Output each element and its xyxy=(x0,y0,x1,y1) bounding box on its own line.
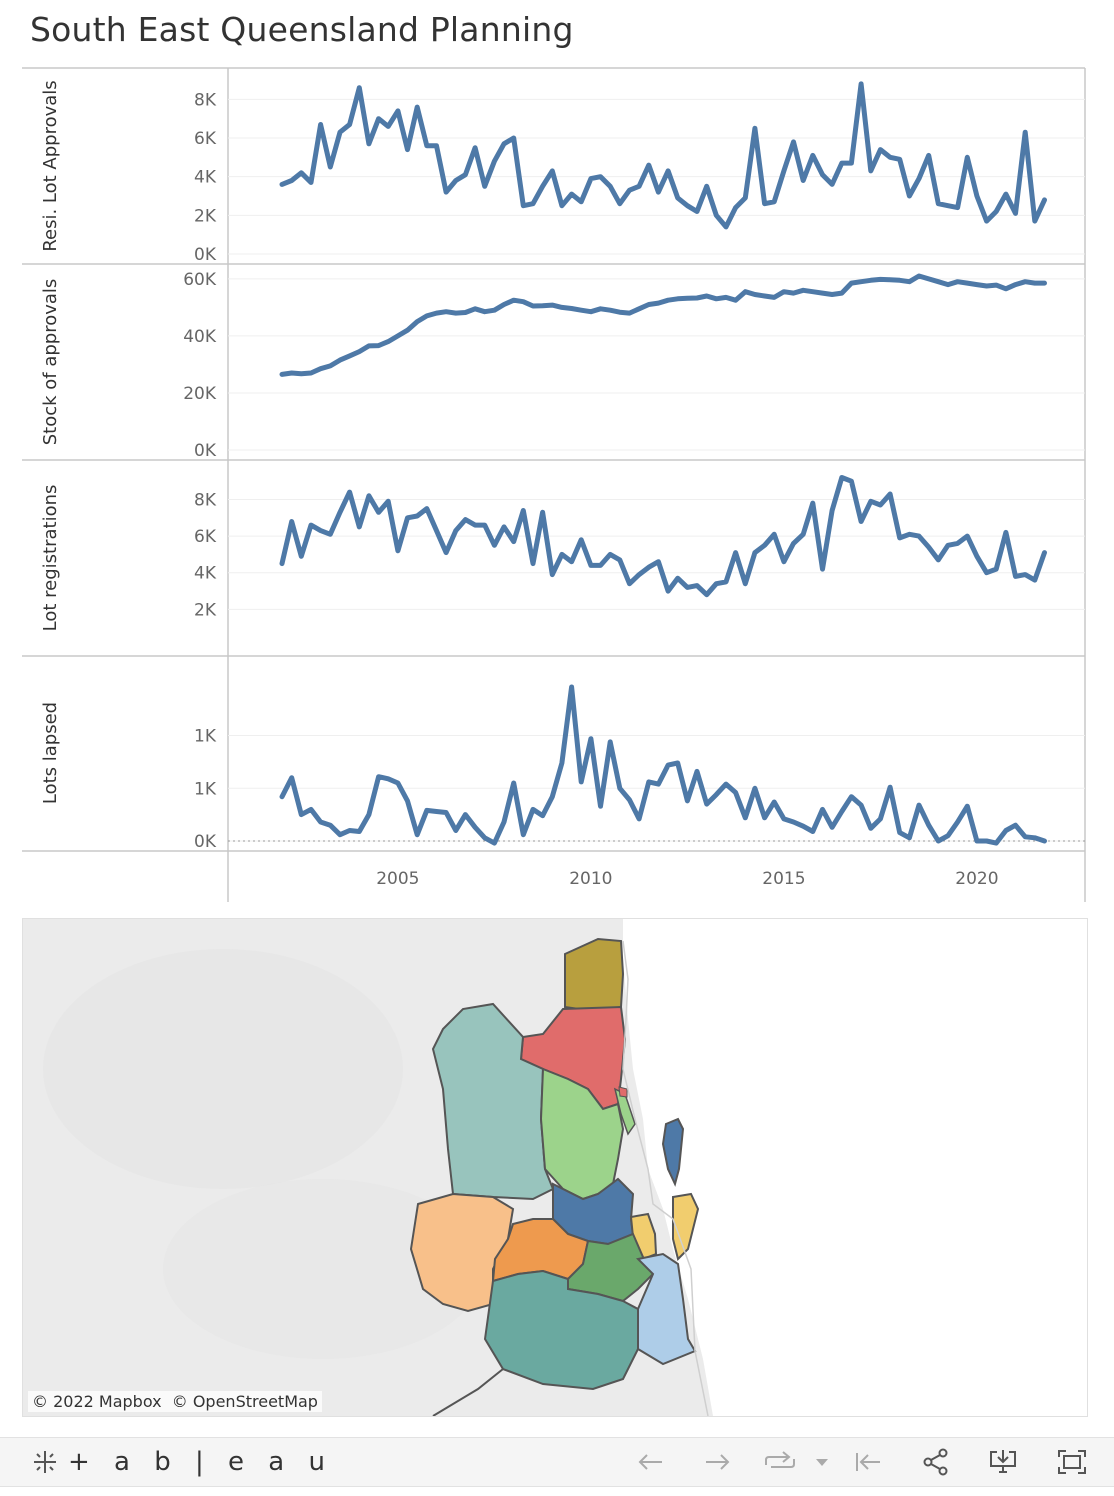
dropdown-icon xyxy=(816,1459,828,1466)
x-tick-label: 2015 xyxy=(762,869,805,889)
osm-attribution[interactable]: © OpenStreetMap xyxy=(171,1392,318,1411)
region-red-strip xyxy=(618,1086,628,1098)
y-tick-label: 8K xyxy=(194,90,217,110)
sea-area xyxy=(623,919,1087,1416)
series-line[interactable] xyxy=(279,81,1047,230)
y-tick-label: 4K xyxy=(194,168,217,188)
state-border xyxy=(432,1368,504,1416)
panel-title: Stock of approvals xyxy=(40,279,61,446)
y-tick-label: 40K xyxy=(183,327,217,347)
undo-icon xyxy=(638,1454,662,1470)
redo-icon xyxy=(706,1454,730,1470)
revert-button[interactable] xyxy=(760,1444,800,1480)
region-redland-island xyxy=(672,1192,700,1261)
panel-title: Lot registrations xyxy=(40,485,61,632)
series-line[interactable] xyxy=(279,273,1047,377)
undo-button[interactable] xyxy=(632,1444,668,1480)
y-tick-label: 0K xyxy=(194,441,217,461)
land-texture xyxy=(163,1179,483,1359)
region-noosa xyxy=(564,937,625,1013)
y-tick-label: 20K xyxy=(183,384,217,404)
panel-title: Lots lapsed xyxy=(40,702,61,804)
y-tick-label: 2K xyxy=(194,206,217,226)
revert-dropdown[interactable] xyxy=(812,1444,832,1480)
y-tick-label: 8K xyxy=(194,490,217,510)
y-tick-label: 2K xyxy=(194,600,217,620)
download-button[interactable] xyxy=(985,1444,1021,1480)
fullscreen-button[interactable] xyxy=(1054,1444,1090,1480)
y-tick-label: 0K xyxy=(194,245,217,265)
redo-button[interactable] xyxy=(700,1444,736,1480)
revert-icon xyxy=(765,1451,795,1468)
series-line[interactable] xyxy=(279,684,1047,846)
fullscreen-icon xyxy=(1058,1450,1086,1474)
x-tick-label: 2010 xyxy=(569,869,612,889)
x-tick-label: 2020 xyxy=(955,869,998,889)
x-tick-label: 2005 xyxy=(376,869,419,889)
download-icon xyxy=(990,1450,1016,1473)
region-stradbroke xyxy=(661,1117,685,1187)
tableau-logo[interactable]: + a b | e a u xyxy=(30,1442,333,1482)
map-attribution: © 2022 Mapbox © OpenStreetMap xyxy=(28,1391,322,1412)
map-canvas xyxy=(43,919,1087,1416)
region-logan xyxy=(567,1232,655,1303)
share-button[interactable] xyxy=(918,1444,954,1480)
y-tick-label: 1K xyxy=(194,779,217,799)
y-tick-label: 6K xyxy=(194,527,217,547)
tableau-toolbar: + a b | e a u xyxy=(0,1437,1114,1487)
region-somerset xyxy=(431,1002,555,1201)
land-texture xyxy=(43,949,403,1189)
dashboard-title: South East Queensland Planning xyxy=(30,10,574,49)
coastline xyxy=(622,940,709,1416)
y-tick-label: 60K xyxy=(183,270,217,290)
panel-title: Resi. Lot Approvals xyxy=(40,80,61,251)
y-tick-label: 6K xyxy=(194,129,217,149)
reset-icon xyxy=(856,1453,880,1471)
line-charts[interactable]: 8K 6K 4K 2K 0K Resi. Lot Approvals 60K 40K 20K 0K… xyxy=(0,60,1114,910)
region-map[interactable]: © 2022 Mapbox © OpenStreetMap xyxy=(22,918,1088,1417)
y-tick-label: 4K xyxy=(194,564,217,584)
tableau-wordmark: + a b | e a u xyxy=(68,1447,333,1477)
tableau-cross-icon xyxy=(34,1451,56,1473)
y-tick-label: 1K xyxy=(194,727,217,747)
mapbox-attribution[interactable]: © 2022 Mapbox xyxy=(32,1392,162,1411)
reset-button[interactable] xyxy=(850,1444,886,1480)
region-moreton-bay xyxy=(539,1067,625,1201)
share-icon xyxy=(923,1448,948,1476)
series-line[interactable] xyxy=(279,475,1047,598)
y-tick-label: 0K xyxy=(194,832,217,852)
